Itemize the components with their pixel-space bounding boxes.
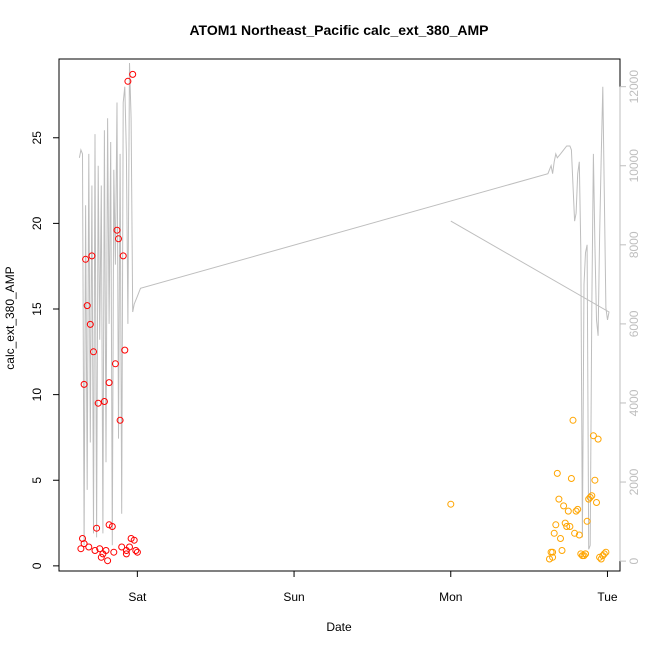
data-point	[102, 547, 110, 554]
x-tick-label: Sat	[128, 590, 147, 604]
data-point	[110, 548, 118, 556]
data-point	[118, 543, 126, 551]
data-point	[594, 435, 602, 443]
data-point	[549, 553, 557, 561]
data-point	[80, 380, 88, 388]
data-point	[580, 552, 588, 560]
data-point	[108, 523, 116, 530]
data-point	[600, 550, 608, 558]
data-point	[588, 492, 596, 500]
x-axis-label: Date	[326, 620, 352, 634]
data-point	[97, 553, 105, 561]
data-point	[575, 531, 583, 539]
y-axis: 0 5 10 15 20 25	[30, 131, 60, 569]
data-point	[94, 399, 102, 407]
data-point	[563, 523, 571, 530]
chart-title: ATOM1 Northeast_Pacific calc_ext_380_AMP	[189, 22, 488, 38]
data-point	[85, 543, 93, 551]
data-point	[583, 517, 591, 525]
data-point	[569, 416, 577, 424]
y2-tick-label: 0	[627, 557, 641, 564]
data-point	[560, 502, 568, 510]
data-point	[115, 235, 122, 243]
y2-axis: 0 2000 4000 6000 8000 10000 12000	[619, 70, 641, 564]
x-tick-label: Mon	[439, 590, 462, 604]
y-tick-label: 10	[30, 388, 44, 402]
data-point	[86, 320, 94, 328]
data-point	[83, 302, 91, 310]
data-point	[574, 505, 582, 513]
y2-tick-label: 6000	[627, 310, 641, 337]
y2-tick-label: 8000	[627, 231, 641, 258]
data-point	[589, 432, 597, 440]
y-tick-label: 25	[30, 131, 44, 145]
y-tick-label: 15	[30, 302, 44, 316]
data-point	[552, 521, 560, 529]
y2-tick-label: 4000	[627, 389, 641, 416]
y-tick-label: 5	[30, 477, 44, 484]
data-point	[111, 360, 119, 368]
y2-tick-label: 12000	[627, 70, 641, 104]
data-point	[77, 545, 85, 553]
data-point	[582, 550, 589, 558]
data-point	[602, 548, 610, 556]
data-point	[105, 379, 113, 387]
data-point	[558, 547, 566, 554]
data-point	[557, 535, 564, 542]
data-point	[124, 77, 132, 85]
data-point	[561, 519, 569, 527]
data-point	[122, 550, 130, 558]
data-point	[82, 255, 90, 263]
data-point	[571, 529, 579, 537]
data-point	[130, 536, 138, 544]
data-point	[550, 529, 558, 537]
data-point	[591, 476, 599, 484]
data-point	[90, 348, 97, 356]
x-tick-label: Sun	[283, 590, 304, 604]
y-tick-label: 20	[30, 216, 44, 230]
data-point	[132, 547, 140, 554]
data-point	[555, 495, 563, 503]
y-tick-label: 0	[30, 562, 44, 569]
data-point	[116, 416, 124, 424]
data-point	[586, 493, 594, 501]
data-point	[133, 548, 141, 556]
data-point	[549, 548, 557, 556]
data-point	[129, 70, 137, 78]
data-point	[447, 500, 455, 508]
data-point	[597, 555, 605, 563]
data-point	[553, 469, 561, 477]
plot-frame	[58, 58, 621, 572]
data-point	[572, 507, 580, 515]
data-point	[80, 540, 88, 548]
data-point	[119, 252, 127, 260]
y2-tick-label: 10000	[627, 149, 641, 183]
series-line	[78, 62, 610, 550]
data-point	[96, 545, 104, 553]
data-point	[100, 398, 108, 405]
x-tick-label: Tue	[597, 590, 618, 604]
y-axis-label: calc_ext_380_AMP	[3, 266, 17, 369]
data-point	[593, 499, 600, 506]
data-point	[88, 252, 96, 260]
data-point	[113, 226, 121, 234]
y2-tick-label: 2000	[627, 468, 641, 495]
data-point	[564, 507, 572, 515]
data-point	[126, 543, 133, 551]
data-point	[567, 475, 575, 482]
data-point	[93, 524, 101, 532]
data-point	[91, 547, 99, 554]
data-point	[566, 523, 574, 530]
x-axis: Sat Sun Mon Tue	[128, 570, 618, 604]
data-point	[104, 557, 112, 565]
data-point	[121, 346, 129, 354]
data-marks	[77, 62, 610, 565]
